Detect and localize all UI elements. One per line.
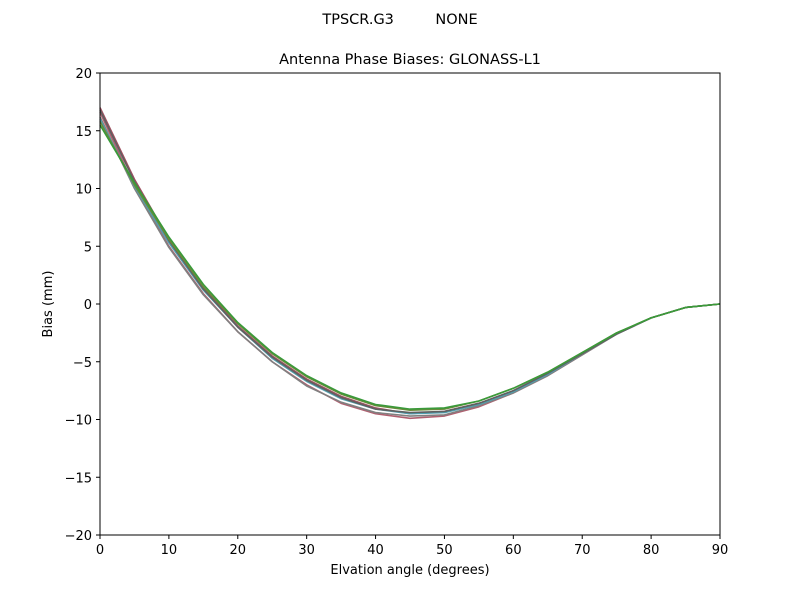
x-axis: 0 10 20 30 40 50 60 70 80 90 bbox=[96, 535, 728, 558]
series-layer bbox=[99, 107, 721, 420]
y-axis-label: Bias (mm) bbox=[41, 271, 56, 338]
x-tick-label: 70 bbox=[574, 543, 591, 558]
y-tick-label: −10 bbox=[65, 414, 92, 429]
x-tick-label: 0 bbox=[96, 543, 104, 558]
chart-suptitle: TPSCR.G3 NONE bbox=[321, 12, 477, 28]
series-line-4 bbox=[99, 118, 721, 415]
y-tick-label: 0 bbox=[84, 298, 92, 313]
series-line-6 bbox=[99, 121, 721, 412]
y-tick-label: 20 bbox=[75, 67, 92, 82]
y-tick-label: −20 bbox=[65, 529, 92, 544]
y-tick-label: −15 bbox=[65, 471, 92, 486]
y-axis: −20 −15 −10 −5 0 5 10 15 20 bbox=[65, 67, 100, 544]
chart-title: Antenna Phase Biases: GLONASS-L1 bbox=[279, 52, 541, 68]
y-tick-label: 5 bbox=[84, 240, 92, 255]
x-tick-label: 30 bbox=[298, 543, 315, 558]
y-tick-label: −5 bbox=[73, 356, 92, 371]
x-tick-label: 60 bbox=[505, 543, 522, 558]
plot-frame bbox=[99, 72, 721, 536]
series-line-1 bbox=[99, 107, 721, 415]
x-tick-label: 10 bbox=[161, 543, 178, 558]
series-line-2 bbox=[99, 111, 721, 420]
y-tick-label: 10 bbox=[75, 183, 92, 198]
y-tick-label: 15 bbox=[75, 125, 92, 140]
series-line-3 bbox=[99, 116, 721, 417]
x-tick-label: 80 bbox=[643, 543, 660, 558]
x-tick-label: 90 bbox=[712, 543, 729, 558]
x-tick-label: 50 bbox=[436, 543, 453, 558]
x-tick-label: 20 bbox=[230, 543, 247, 558]
series-line-5 bbox=[99, 109, 721, 414]
x-tick-label: 40 bbox=[367, 543, 384, 558]
series-line-7 bbox=[99, 124, 721, 410]
x-axis-label: Elvation angle (degrees) bbox=[330, 563, 489, 578]
